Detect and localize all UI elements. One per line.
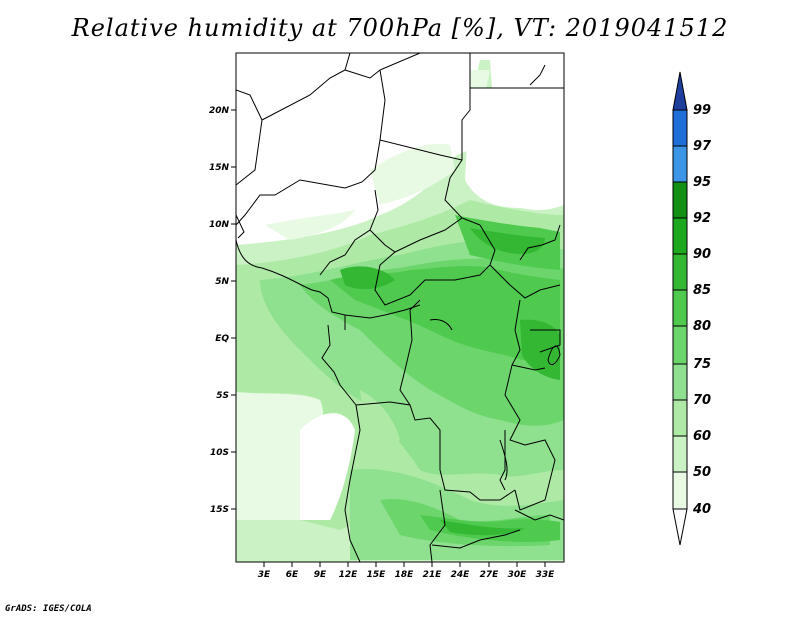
colorbar-segment [672,435,688,473]
lon-label: 27E [480,570,500,580]
lon-label: 18E [395,570,415,580]
lat-label: 10S [210,448,229,458]
map-title: Relative humidity at 700hPa [%], VT: 201… [71,14,729,42]
map-frame [235,52,565,563]
colorbar-segment [672,253,688,291]
lat-label: 20N [209,106,230,116]
colorbar-cap-top [672,71,688,111]
lat-label: 15N [209,163,230,173]
lon-label: 12E [339,570,359,580]
colorbar-segment [672,325,688,365]
colorbar-segment [672,363,688,401]
colorbar-segment [672,399,688,437]
colorbar-label: 99 [693,103,711,118]
colorbar-segment [672,217,688,255]
colorbar [672,71,688,546]
colorbar-label: 97 [693,139,712,154]
colorbar-label: 75 [693,357,711,372]
humidity-field [236,53,564,562]
colorbar-segment [672,109,688,147]
lat-label: 5N [215,277,229,287]
lon-label: 24E [451,570,471,580]
lat-label: 15S [210,505,229,515]
colorbar-label: 92 [693,211,711,226]
lat-label: EQ [215,334,229,344]
colorbar-segment [672,145,688,183]
country-borders [236,53,564,562]
lon-label: 15E [367,570,387,580]
colorbar-segment [672,181,688,219]
colorbar-label: 85 [693,283,711,298]
colorbar-label: 90 [693,247,711,262]
latitude-axis: 20N 15N 10N 5N EQ 5S 10S 15S [209,106,236,515]
lon-label: 9E [314,570,327,580]
colorbar-segment [672,471,688,510]
colorbar-label: 40 [692,502,711,517]
lon-label: 33E [536,570,556,580]
lon-label: 21E [423,570,443,580]
colorbar-segment [672,289,688,327]
colorbar-label: 50 [693,465,711,480]
lat-label: 10N [209,220,230,230]
lat-label: 5S [216,391,229,401]
grads-credit: GrADS: IGES/COLA [5,604,92,614]
lon-label: 6E [286,570,299,580]
colorbar-cap-bottom [672,508,688,546]
lon-label: 30E [508,570,528,580]
longitude-axis: 3E 6E 9E 12E 15E 18E 21E 24E 27E 30E 33E [258,562,555,580]
colorbar-label: 95 [693,175,711,190]
colorbar-label: 80 [693,319,711,334]
colorbar-labels: 99 97 95 92 90 85 80 75 70 60 50 40 [692,103,712,517]
colorbar-label: 60 [693,429,711,444]
lon-label: 3E [258,570,271,580]
colorbar-label: 70 [693,393,711,408]
